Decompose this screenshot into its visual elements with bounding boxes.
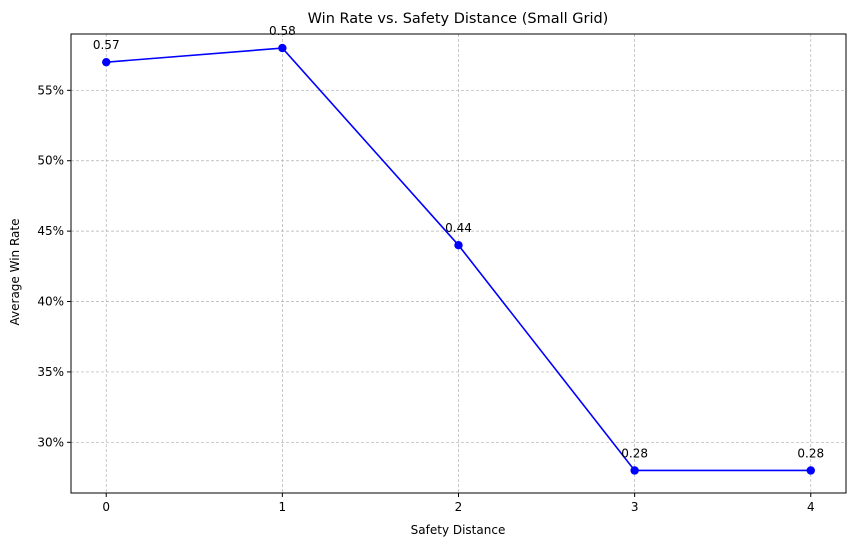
data-label: 0.28 — [797, 446, 824, 460]
y-tick-label: 45% — [37, 224, 64, 238]
y-tick-label: 30% — [37, 435, 64, 449]
data-label: 0.58 — [269, 24, 296, 38]
y-tick-label: 50% — [37, 154, 64, 168]
data-point — [278, 43, 287, 53]
grid — [71, 34, 846, 493]
data-point — [102, 57, 111, 67]
x-tick-label: 2 — [455, 500, 463, 514]
y-tick-label: 35% — [37, 365, 64, 379]
x-tick-label: 0 — [102, 500, 110, 514]
x-axis-label: Safety Distance — [411, 523, 506, 537]
y-tick-label: 40% — [37, 295, 64, 309]
data-point — [454, 240, 463, 250]
x-tick-label: 4 — [807, 500, 815, 514]
data-label: 0.44 — [445, 221, 472, 235]
y-axis-label: Average Win Rate — [8, 219, 22, 326]
data-point — [630, 466, 639, 475]
data-point — [806, 466, 815, 475]
x-axis-ticks: 0 1 2 3 4 — [102, 493, 815, 514]
data-label: 0.57 — [93, 38, 120, 52]
series-markers — [102, 43, 815, 475]
x-tick-label: 3 — [631, 500, 639, 514]
y-axis-ticks: 30% 35% 40% 45% 50% 55% — [37, 83, 71, 449]
data-labels: 0.57 0.58 0.44 0.28 0.28 — [93, 24, 824, 460]
chart-title: Win Rate vs. Safety Distance (Small Grid… — [308, 11, 609, 27]
y-tick-label: 55% — [37, 83, 64, 97]
x-tick-label: 1 — [279, 500, 287, 514]
data-label: 0.28 — [621, 446, 648, 460]
